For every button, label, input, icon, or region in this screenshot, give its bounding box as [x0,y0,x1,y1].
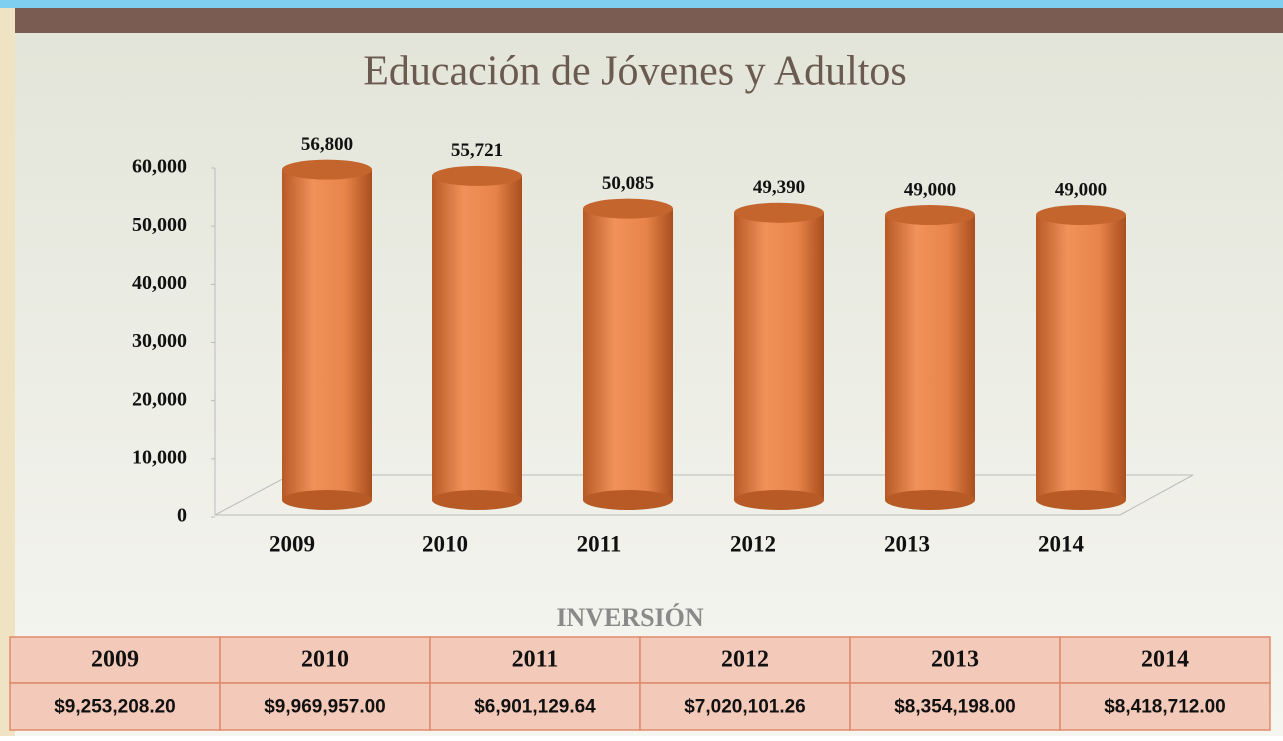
x-tick-label: 2012 [730,531,776,556]
table-value: $9,969,957.00 [264,697,386,718]
cylinder-body [885,214,975,500]
cylinder-top [583,198,673,219]
table-title: INVERSIÓN [556,603,704,632]
cylinder-top [432,165,522,186]
cylinder-base [734,490,824,510]
cylinder-top [1036,204,1126,225]
x-tick-label: 2010 [422,531,468,556]
left-strip [0,8,15,736]
table-cell [1059,636,1271,684]
floor [214,474,1194,516]
cylinder-body [432,175,522,500]
table-cell [849,636,1061,684]
cylinder-top [734,202,824,223]
table-header: 2012 [721,647,769,673]
cylinder-top [885,204,975,225]
value-label: 49,390 [753,177,805,198]
table-cell [1059,682,1271,731]
y-tick-label: 10,000 [132,446,187,468]
cylinder-base [282,490,372,510]
table-cell [9,682,221,731]
value-label: 49,000 [904,179,956,200]
cylinder-base [583,490,673,510]
table-header: 2014 [1141,647,1189,673]
value-label: 55,721 [451,140,503,161]
table-header: 2011 [512,647,559,673]
y-tick-label: 0 [177,505,187,527]
cylinder-body [1036,214,1126,500]
cylinder-body [282,169,372,500]
table-cell [429,636,641,684]
table-value: $9,253,208.20 [54,697,176,718]
value-label: 56,800 [301,134,353,155]
cylinder-base [1036,490,1126,510]
table: 2009 2010 2011 2012 2013 2014 $9,253,208.20 $9,… [9,636,1271,731]
table-value: $6,901,129.64 [474,697,596,718]
y-tick-label: 30,000 [132,330,187,352]
y-tick-label: 60,000 [132,156,187,178]
top-strip [0,0,1283,8]
table-value: $8,354,198.00 [894,697,1016,718]
cylinder-top [282,159,372,180]
value-label: 50,085 [602,173,654,194]
cylinder-body [583,208,673,501]
cylinder-base [432,490,522,510]
header-bar [15,8,1283,33]
x-tick-label: 2013 [884,531,930,556]
x-tick-label: 2009 [269,531,315,556]
table-value: $7,020,101.26 [684,697,806,718]
table-header: 2010 [301,647,349,673]
table-value: $8,418,712.00 [1104,697,1226,718]
cylinder-body [734,212,824,500]
table-cell [9,636,221,684]
x-tick-label: 2011 [577,531,622,556]
table-header: 2009 [91,647,139,673]
table-cell [429,682,641,731]
y-tick-label: 40,000 [132,272,187,294]
x-tick-label: 2014 [1038,531,1085,556]
table-cell [849,682,1061,731]
y-tick-label: 20,000 [132,388,187,410]
value-label: 49,000 [1055,179,1107,200]
cylinder-base [885,490,975,510]
y-tick-label: 50,000 [132,214,187,236]
chart-title: Educación de Jóvenes y Adultos [363,49,907,95]
table-header: 2013 [931,647,979,673]
